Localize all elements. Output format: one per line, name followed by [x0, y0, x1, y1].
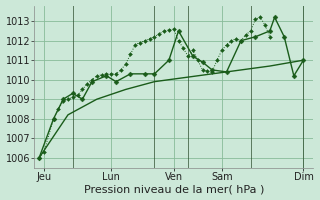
X-axis label: Pression niveau de la mer( hPa ): Pression niveau de la mer( hPa ) — [84, 184, 264, 194]
